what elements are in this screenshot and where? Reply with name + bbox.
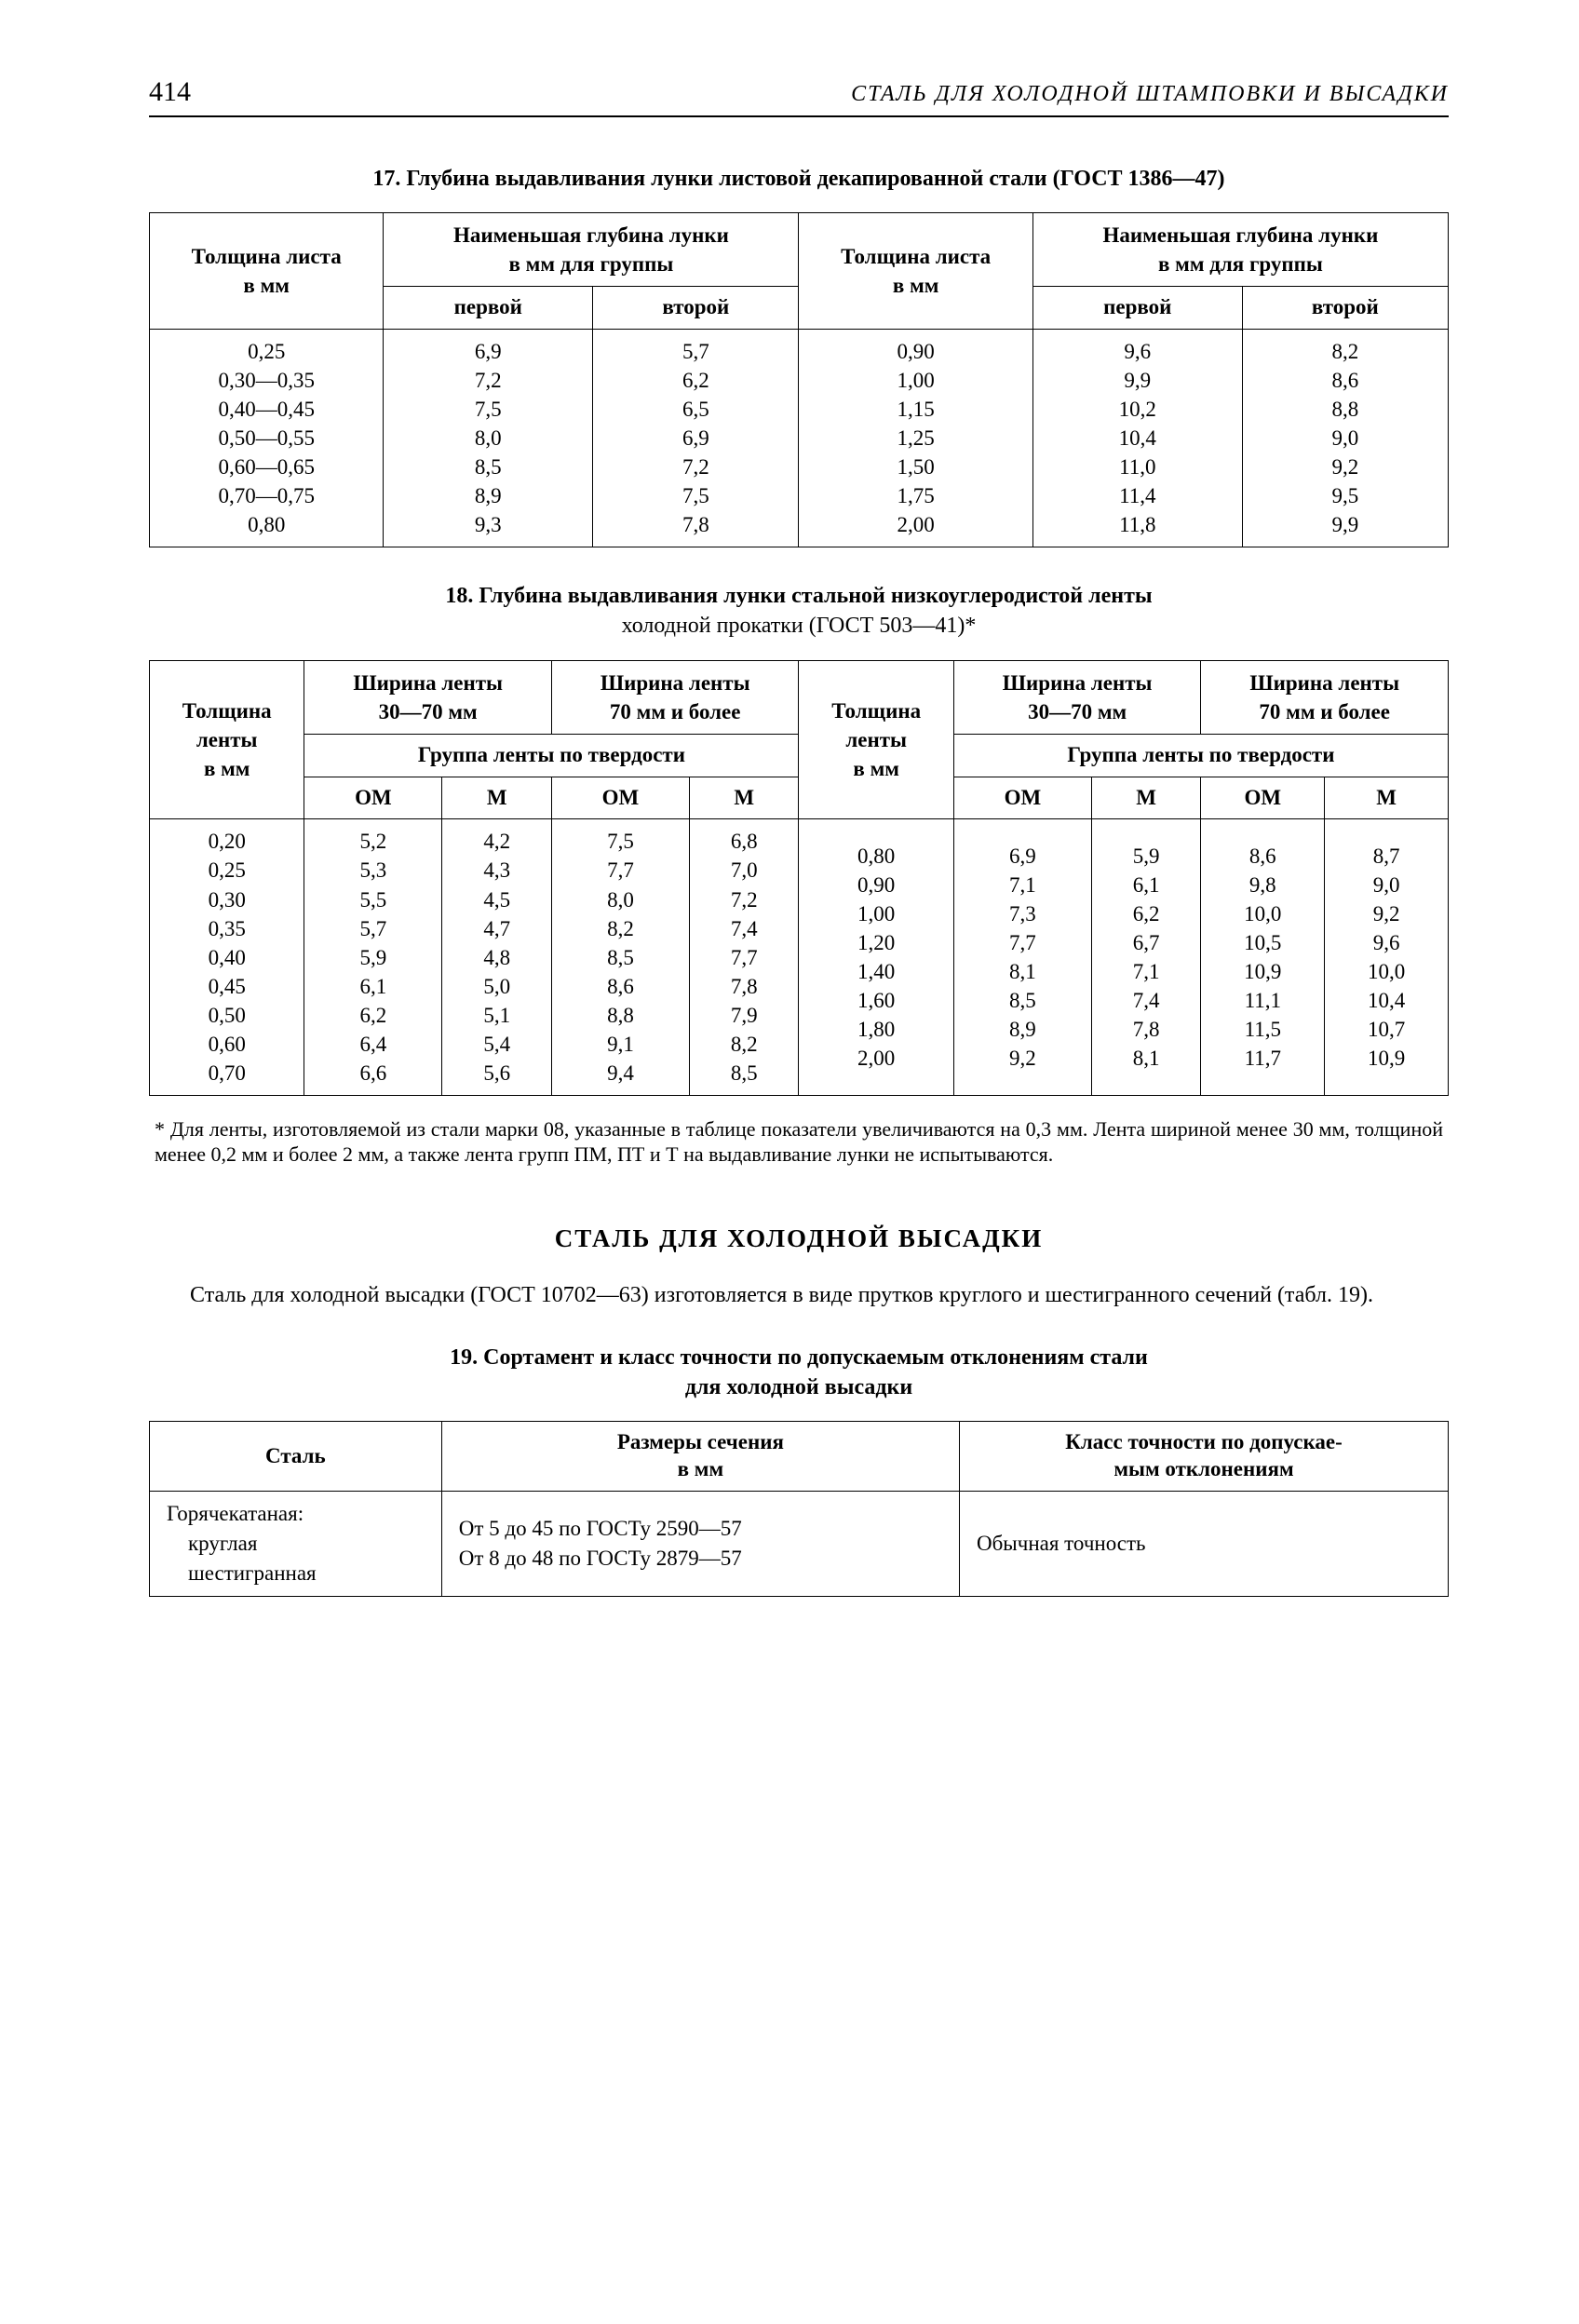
t18-r-b-om: 8,6 9,8 10,0 10,5 10,9 11,1 11,5 11,7 [1201,819,1325,1095]
t19-r1-class: Обычная точность [960,1491,1449,1597]
t18-h-om-ra: ОМ [953,777,1091,819]
t19-caption-l2: для холодной высадки [685,1375,912,1399]
t18-h-wb-r: Ширина ленты 70 мм и более [1201,660,1449,734]
t17-r-col2: 9,6 9,9 10,2 10,4 11,0 11,4 11,8 [1032,329,1242,547]
t18-caption-l1: 18. Глубина выдавливания лунки стальной … [445,584,1152,608]
t17-r-col3: 8,2 8,6 8,8 9,0 9,2 9,5 9,9 [1242,329,1448,547]
t18-r-thk: 0,80 0,90 1,00 1,20 1,40 1,60 1,80 2,00 [799,819,953,1095]
t18-h-m-rb: М [1325,777,1449,819]
t18-r-b-m: 8,7 9,0 9,2 9,6 10,0 10,4 10,7 10,9 [1325,819,1449,1095]
t17-h-second-r: второй [1242,286,1448,329]
table-17: Толщина листа в мм Наименьшая глубина лу… [149,212,1449,547]
t18-r-a-om: 6,9 7,1 7,3 7,7 8,1 8,5 8,9 9,2 [953,819,1091,1095]
t17-h-mindepth-r: Наименьшая глубина лунки в мм для группы [1032,212,1448,286]
t18-r-a-m: 5,9 6,1 6,2 6,7 7,1 7,4 7,8 8,1 [1091,819,1201,1095]
t18-h-thk-r: Толщина ленты в мм [799,660,953,819]
t18-h-wb-l: Ширина ленты 70 мм и более [551,660,799,734]
table-18-footnote: * Для ленты, изготовляемой из стали марк… [149,1116,1449,1168]
table-17-caption: 17. Глубина выдавливания лунки листовой … [149,164,1449,194]
t18-l-thk: 0,20 0,25 0,30 0,35 0,40 0,45 0,50 0,60 … [150,819,304,1095]
t18-h-m-la: М [442,777,552,819]
t18-h-group-r: Группа ленты по твердости [953,734,1448,777]
t19-h-steel: Сталь [150,1422,442,1492]
table-19: Сталь Размеры сечения в мм Класс точност… [149,1421,1449,1597]
t17-h-first-l: первой [384,286,593,329]
t18-h-om-lb: ОМ [551,777,689,819]
t18-h-wa-r: Ширина ленты 30—70 мм [953,660,1201,734]
t18-l-b-m: 6,8 7,0 7,2 7,4 7,7 7,8 7,9 8,2 8,5 [689,819,799,1095]
t17-l-col3: 5,7 6,2 6,5 6,9 7,2 7,5 7,8 [593,329,799,547]
t18-l-b-om: 7,5 7,7 8,0 8,2 8,5 8,6 8,8 9,1 9,4 [551,819,689,1095]
running-title: СТАЛЬ ДЛЯ ХОЛОДНОЙ ШТАМПОВКИ И ВЫСАДКИ [851,80,1449,108]
t19-h-class: Класс точности по допускае- мым отклонен… [960,1422,1449,1492]
t18-h-om-rb: ОМ [1201,777,1325,819]
t18-h-m-ra: М [1091,777,1201,819]
t19-r1-steel: Горячекатаная: круглая шестигранная [150,1491,442,1597]
t18-h-group-l: Группа ленты по твердости [304,734,799,777]
t17-r-col1: 0,90 1,00 1,15 1,25 1,50 1,75 2,00 [799,329,1032,547]
t18-l-a-m: 4,2 4,3 4,5 4,7 4,8 5,0 5,1 5,4 5,6 [442,819,552,1095]
t19-caption-l1: 19. Сортамент и класс точности по допуск… [450,1345,1148,1370]
section-para: Сталь для холодной высадки (ГОСТ 10702—6… [149,1281,1449,1309]
t17-l-col1: 0,25 0,30—0,35 0,40—0,45 0,50—0,55 0,60—… [150,329,384,547]
page-number: 414 [149,74,191,110]
t17-h-thickness-l: Толщина листа в мм [150,212,384,329]
t18-l-a-om: 5,2 5,3 5,5 5,7 5,9 6,1 6,2 6,4 6,6 [304,819,442,1095]
t18-h-wa-l: Ширина ленты 30—70 мм [304,660,552,734]
t19-r1-dims: От 5 до 45 по ГОСТу 2590—57 От 8 до 48 п… [441,1491,959,1597]
page-header: 414 СТАЛЬ ДЛЯ ХОЛОДНОЙ ШТАМПОВКИ И ВЫСАД… [149,74,1449,117]
t17-h-second-l: второй [593,286,799,329]
section-title: СТАЛЬ ДЛЯ ХОЛОДНОЙ ВЫСАДКИ [149,1223,1449,1255]
table-18-caption: 18. Глубина выдавливания лунки стальной … [149,581,1449,642]
t17-h-first-r: первой [1032,286,1242,329]
t17-h-thickness-r: Толщина листа в мм [799,212,1032,329]
t18-h-om-la: ОМ [304,777,442,819]
t18-h-m-lb: М [689,777,799,819]
t19-h-dims: Размеры сечения в мм [441,1422,959,1492]
t17-l-col2: 6,9 7,2 7,5 8,0 8,5 8,9 9,3 [384,329,593,547]
table-19-caption: 19. Сортамент и класс точности по допуск… [149,1343,1449,1403]
t18-h-thk-l: Толщина ленты в мм [150,660,304,819]
t18-caption-l2: холодной прокатки (ГОСТ 503—41)* [622,614,977,638]
table-18: Толщина ленты в мм Ширина ленты 30—70 мм… [149,660,1449,1096]
t17-h-mindepth-l: Наименьшая глубина лунки в мм для группы [384,212,799,286]
